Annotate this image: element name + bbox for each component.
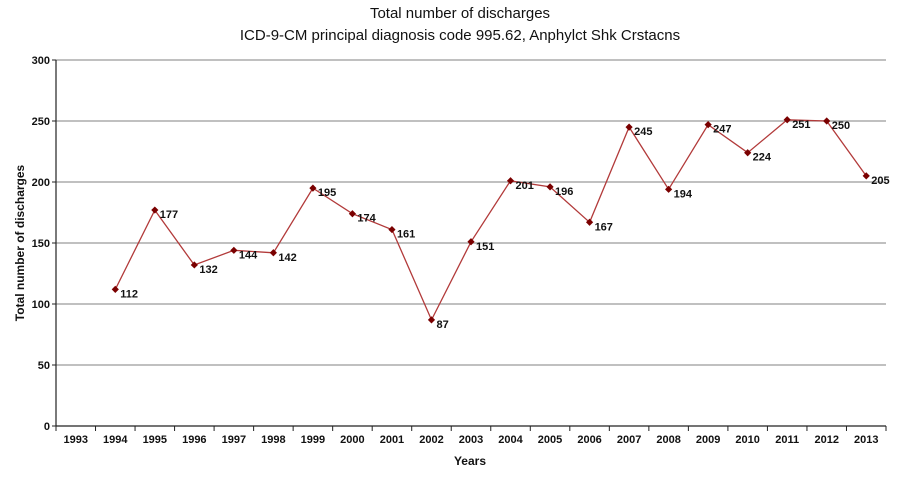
- y-axis-label: Total number of discharges: [13, 164, 27, 321]
- data-point-2011: [783, 116, 791, 124]
- data-label-2009: 247: [713, 124, 731, 136]
- chart-subtitle: ICD-9-CM principal diagnosis code 995.62…: [240, 27, 680, 44]
- data-label-2001: 161: [397, 229, 415, 241]
- data-point-2009: [704, 121, 712, 129]
- series-line-0: [114, 119, 867, 322]
- x-tick-label-2004: 2004: [498, 434, 523, 446]
- data-label-2000: 174: [357, 213, 376, 225]
- data-point-2002: [427, 316, 436, 324]
- x-tick-label-2006: 2006: [577, 434, 601, 446]
- x-tick-label-2007: 2007: [617, 434, 641, 446]
- x-tick-label-2005: 2005: [538, 434, 562, 446]
- data-point-2000: [348, 210, 357, 218]
- data-point-2004: [506, 177, 515, 185]
- series-layer: 112 177 132 144 142 195 174 161 87 151 201 196 167 24…: [111, 116, 890, 331]
- y-tick-label-100: 100: [32, 299, 50, 311]
- x-tick-label-1993: 1993: [64, 434, 88, 446]
- data-point-1995: [151, 206, 159, 214]
- y-tick-label-200: 200: [32, 177, 50, 189]
- data-label-1997: 144: [239, 249, 258, 261]
- data-label-1998: 142: [278, 252, 296, 264]
- data-label-2006: 167: [595, 221, 613, 233]
- data-point-2008: [665, 185, 673, 193]
- data-label-2007: 245: [634, 126, 652, 138]
- x-tick-label-1996: 1996: [182, 434, 206, 446]
- data-point-1998: [269, 249, 277, 257]
- data-label-1994: 112: [120, 288, 138, 300]
- x-tick-label-2003: 2003: [459, 434, 483, 446]
- x-tick-label-1999: 1999: [301, 434, 325, 446]
- x-tick-label-1994: 1994: [103, 434, 128, 446]
- data-label-2008: 194: [674, 188, 693, 200]
- data-point-2013: [862, 172, 870, 180]
- data-point-2010: [744, 149, 752, 157]
- x-tick-label-1995: 1995: [143, 434, 167, 446]
- data-label-1999: 195: [318, 187, 336, 199]
- data-label-1995: 177: [160, 209, 178, 221]
- data-point-2006: [585, 218, 594, 226]
- x-tick-label-2009: 2009: [696, 434, 720, 446]
- x-tick-label-2001: 2001: [380, 434, 404, 446]
- data-point-1996: [190, 261, 198, 269]
- data-label-2012: 250: [832, 120, 850, 132]
- y-tick-label-300: 300: [32, 55, 50, 67]
- y-tick-label-50: 50: [38, 360, 50, 372]
- data-label-2010: 224: [753, 152, 772, 164]
- x-axis-ticks: 1993 1994 1995 1996 1997 1998 1999 2000 2001 2002…: [55, 426, 887, 446]
- data-point-2001: [388, 225, 396, 234]
- y-tick-label-250: 250: [32, 116, 50, 128]
- x-tick-label-1997: 1997: [222, 434, 246, 446]
- data-point-1999: [309, 184, 317, 192]
- data-point-2005: [546, 183, 554, 191]
- x-tick-label-2008: 2008: [656, 434, 680, 446]
- data-point-2003: [467, 238, 475, 246]
- data-label-2002: 87: [436, 319, 448, 331]
- data-point-1994: [111, 285, 119, 293]
- data-label-2005: 196: [555, 186, 573, 198]
- x-tick-label-2002: 2002: [419, 434, 443, 446]
- x-tick-label-2000: 2000: [340, 434, 364, 446]
- data-label-2013: 205: [871, 175, 889, 187]
- x-axis-label: Years: [454, 454, 486, 468]
- data-label-2011: 251: [792, 119, 810, 131]
- y-axis-ticks: 0 50 100 150 200 250 300: [32, 55, 56, 433]
- x-tick-label-2012: 2012: [814, 434, 838, 446]
- data-label-2003: 151: [476, 241, 494, 253]
- x-tick-label-2010: 2010: [735, 434, 759, 446]
- y-tick-label-150: 150: [32, 238, 50, 250]
- chart-title: Total number of discharges: [370, 5, 550, 22]
- x-tick-label-1998: 1998: [261, 434, 285, 446]
- data-point-1997: [230, 246, 238, 254]
- data-label-2004: 201: [516, 180, 534, 192]
- data-point-2007: [625, 123, 633, 131]
- x-tick-label-2011: 2011: [775, 434, 799, 446]
- data-label-1996: 132: [199, 264, 217, 276]
- grid-lines: [56, 59, 886, 366]
- y-tick-label-0: 0: [44, 421, 50, 433]
- x-tick-label-2013: 2013: [854, 434, 878, 446]
- data-point-2012: [823, 117, 831, 125]
